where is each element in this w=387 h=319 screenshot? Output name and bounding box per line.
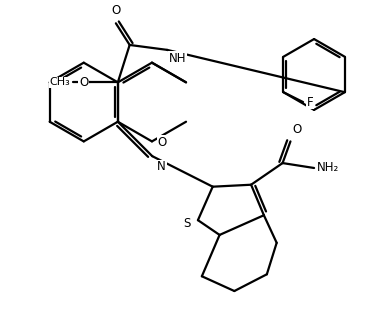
Text: NH: NH bbox=[169, 52, 187, 65]
Text: S: S bbox=[184, 217, 191, 230]
Text: O: O bbox=[111, 4, 120, 18]
Text: O: O bbox=[293, 123, 302, 137]
Text: N: N bbox=[157, 160, 166, 173]
Text: O: O bbox=[79, 76, 88, 89]
Text: O: O bbox=[158, 136, 167, 149]
Text: CH₃: CH₃ bbox=[50, 77, 70, 87]
Text: F: F bbox=[307, 96, 313, 108]
Text: NH₂: NH₂ bbox=[317, 161, 339, 174]
